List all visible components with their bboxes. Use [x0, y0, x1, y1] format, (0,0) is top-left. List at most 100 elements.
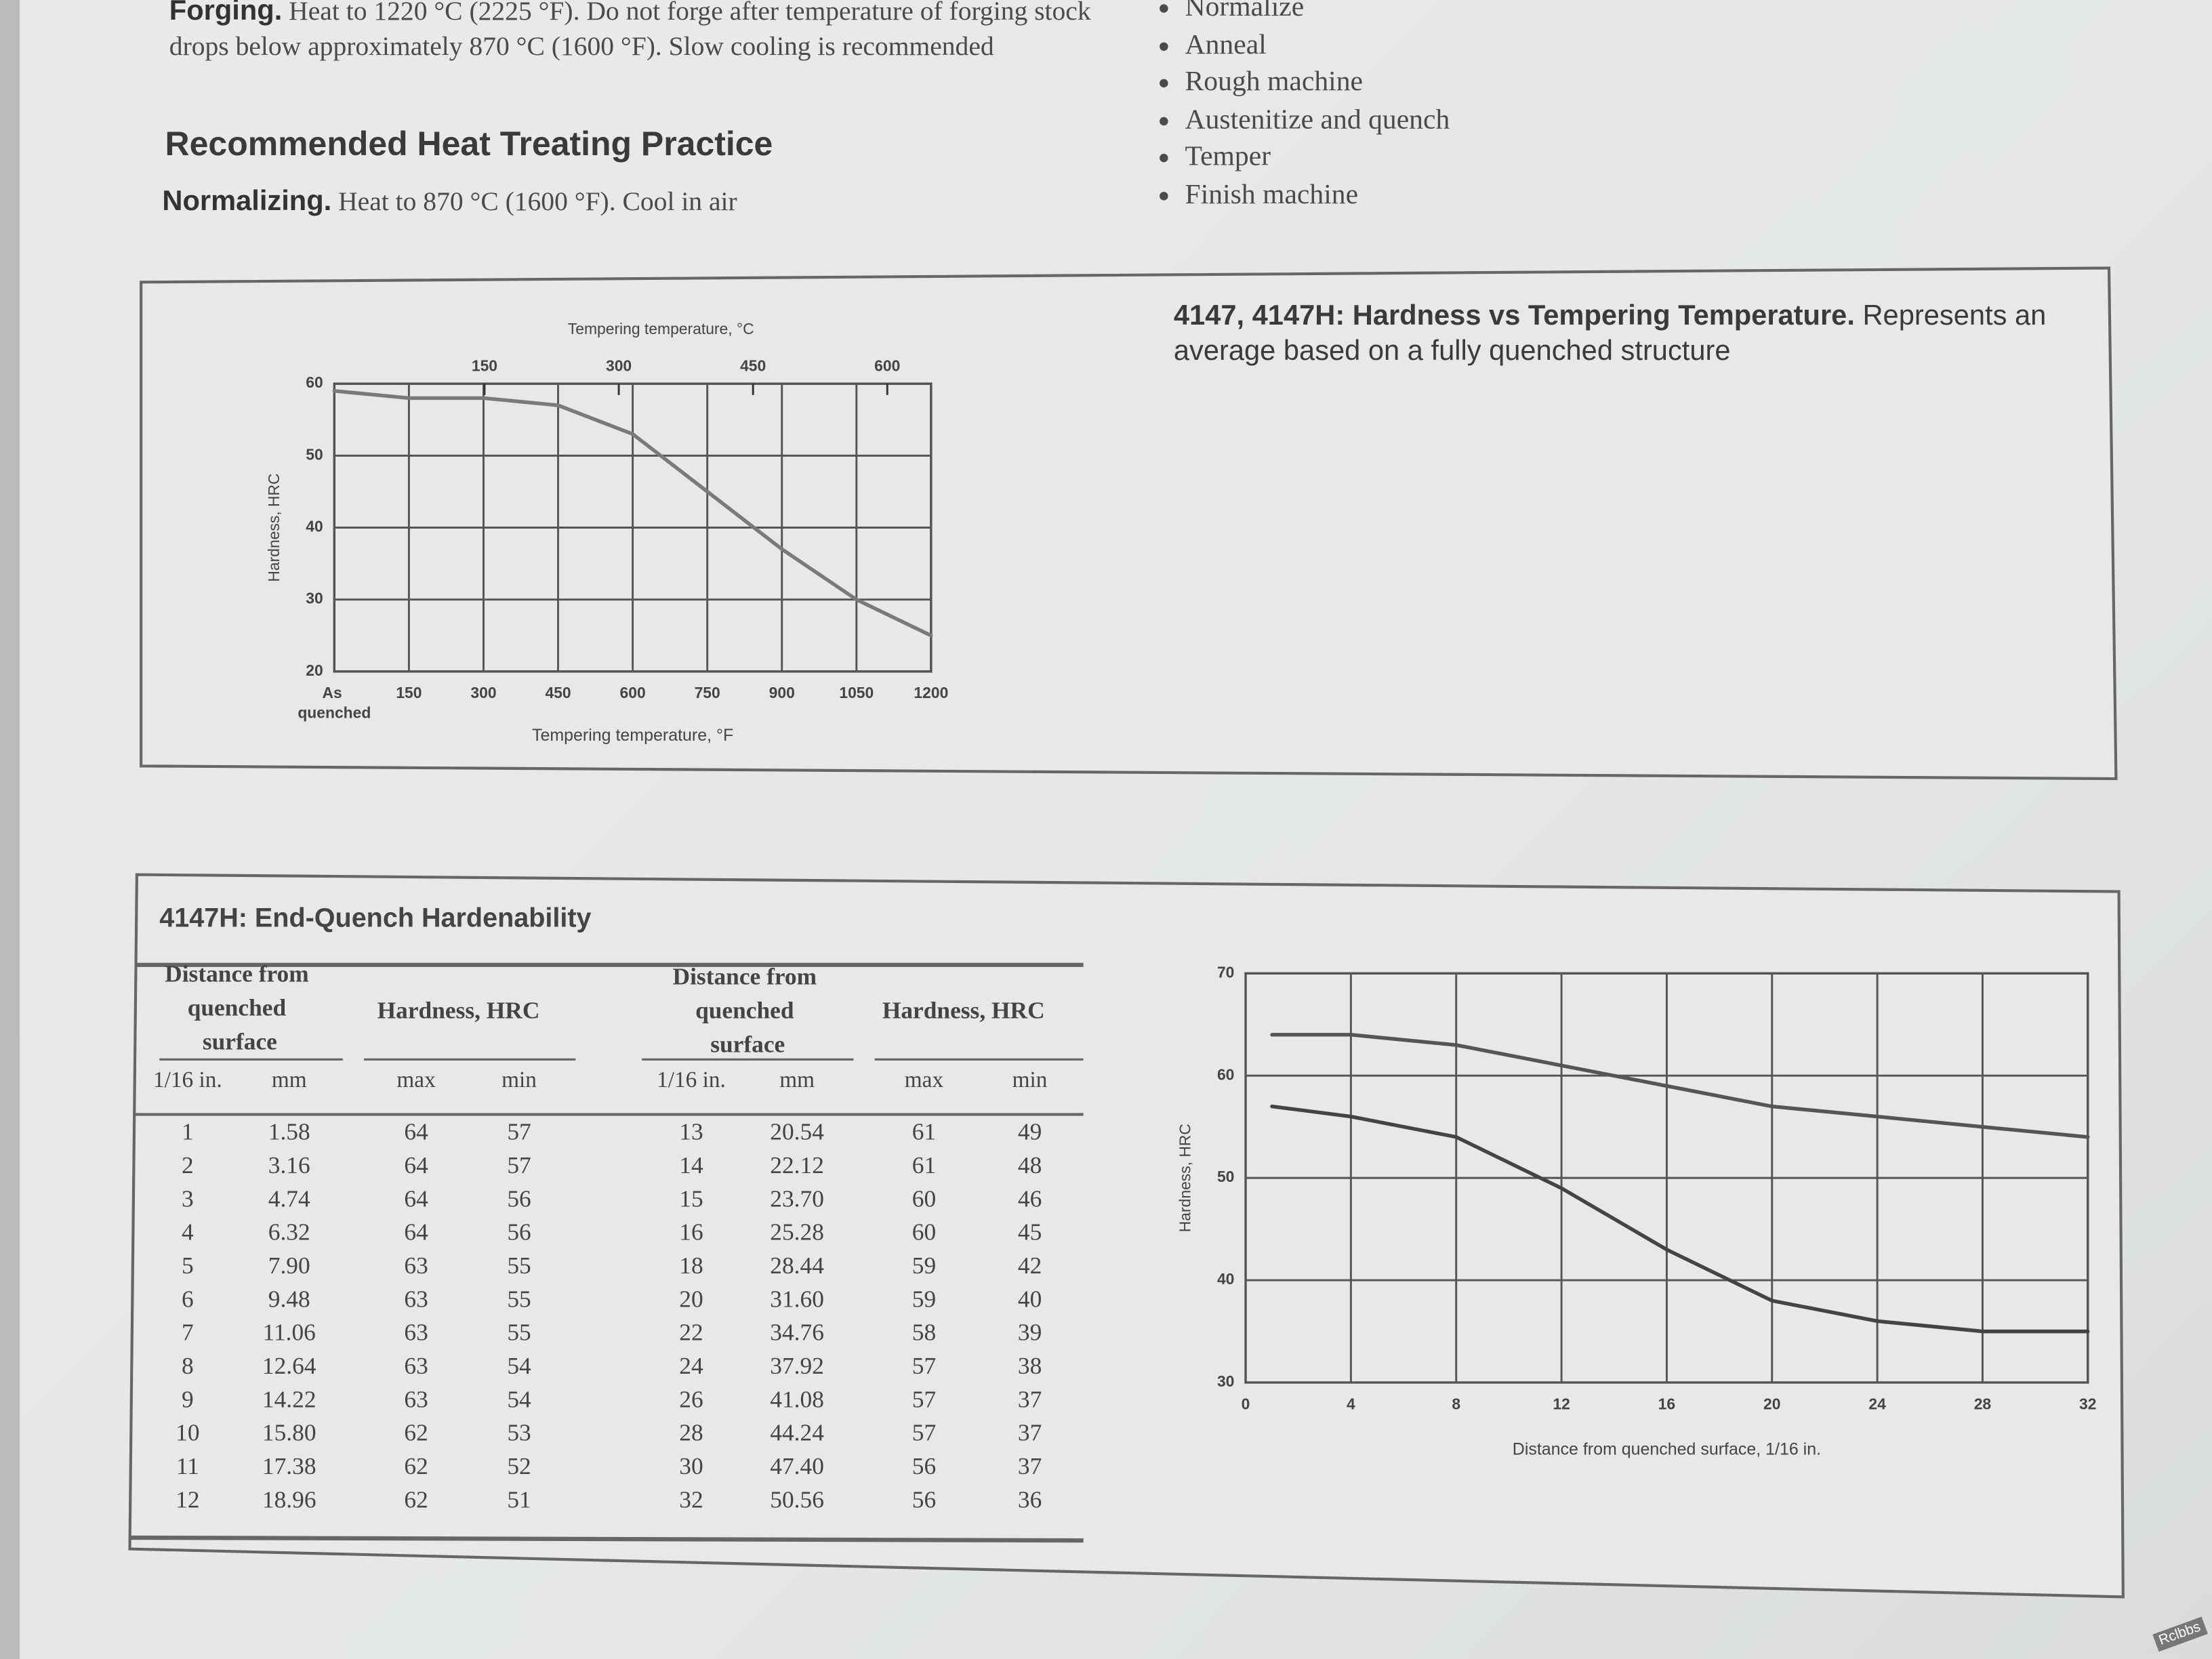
table-cell: 60 [912, 1185, 936, 1212]
x-tick-label: 16 [1658, 1395, 1675, 1412]
table-cell: 23.70 [770, 1185, 824, 1212]
chart-panel [140, 266, 2118, 781]
x-tick-label: 24 [1868, 1395, 1886, 1412]
column-header: min [501, 1067, 537, 1092]
x-tick-label: 0 [1242, 1395, 1250, 1412]
table-cell: 14 [679, 1151, 703, 1179]
table-panel [128, 873, 2125, 1599]
table-cell: 63 [404, 1285, 428, 1312]
table-cell: 62 [404, 1452, 428, 1479]
table-cell: 18 [679, 1252, 703, 1279]
table-cell: 47.40 [770, 1452, 824, 1479]
table-cell: 11.06 [263, 1319, 316, 1346]
column-header: 1/16 in. [153, 1067, 222, 1092]
x2-tick-label: 300 [606, 356, 632, 374]
table-cell: 62 [404, 1486, 428, 1513]
x-tick-label: As quenched [298, 684, 371, 721]
table-cell: 2 [182, 1151, 194, 1179]
column-group-header: Hardness, HRC [377, 997, 540, 1024]
data-line [1270, 1033, 2090, 1139]
y-tick-label: 20 [306, 661, 323, 679]
y-tick-label: 40 [306, 518, 323, 535]
table-cell: 18.96 [262, 1486, 316, 1513]
table-cell: 37 [1018, 1419, 1042, 1446]
table-cell: 7 [182, 1319, 194, 1346]
table-cell: 11 [176, 1452, 199, 1479]
table-cell: 25.28 [770, 1218, 824, 1246]
table-cell: 3.16 [268, 1151, 310, 1179]
x-tick-label: 32 [2079, 1395, 2096, 1412]
table-cell: 57 [507, 1118, 531, 1145]
table-cell: 12 [176, 1486, 199, 1513]
table-cell: 63 [404, 1252, 428, 1279]
table-cell: 59 [912, 1285, 936, 1312]
table-cell: 62 [404, 1419, 428, 1446]
x-tick-label: 8 [1452, 1395, 1460, 1412]
table-cell: 44.24 [770, 1419, 824, 1446]
process-step: Austenitize and quench [1185, 101, 1450, 138]
table-cell: 61 [912, 1151, 936, 1179]
data-line [332, 389, 933, 638]
table-cell: 52 [507, 1452, 531, 1479]
chart-caption: 4147, 4147H: Hardness vs Tempering Tempe… [1174, 299, 2105, 369]
column-group-header: Hardness, HRC [882, 997, 1045, 1024]
table-cell: 30 [679, 1452, 703, 1479]
normalizing-paragraph: Normalizing. Heat to 870 °C (1600 °F). C… [162, 186, 737, 219]
table-cell: 53 [507, 1419, 531, 1446]
process-step: Finish machine [1185, 176, 1450, 213]
table-cell: 54 [507, 1352, 531, 1379]
column-header: min [1012, 1067, 1048, 1092]
chart-title: 4147, 4147H: Hardness vs Tempering Tempe… [1173, 300, 1855, 332]
forging-paragraph: Forging. Heat to 1220 °C (2225 °F). Do n… [169, 0, 1107, 65]
y-axis-label: Hardness, HRC [1176, 1124, 1194, 1232]
x2-tick-label: 150 [472, 356, 497, 374]
x-tick-label: 150 [396, 684, 422, 701]
table-cell: 15.80 [262, 1419, 316, 1446]
table-cell: 50.56 [770, 1486, 824, 1513]
x-tick-label: 300 [470, 684, 496, 701]
y-tick-label: 60 [306, 373, 323, 391]
normalizing-label: Normalizing. [162, 186, 332, 218]
table-cell: 48 [1018, 1151, 1042, 1179]
table-cell: 28 [679, 1419, 703, 1446]
table-cell: 41.08 [770, 1385, 824, 1412]
table-cell: 40 [1018, 1285, 1042, 1312]
table-cell: 63 [404, 1319, 428, 1346]
table-cell: 49 [1018, 1118, 1042, 1145]
y-tick-label: 30 [306, 590, 323, 607]
process-step: Rough machine [1185, 64, 1450, 101]
table-cell: 60 [912, 1218, 936, 1246]
forging-label: Forging. [169, 0, 283, 27]
table-cell: 45 [1018, 1218, 1042, 1246]
table-cell: 63 [404, 1385, 428, 1412]
table-title: 4147H: End-Quench Hardenability [159, 903, 591, 933]
x-tick-label: 1050 [839, 684, 874, 701]
x-tick-label: 750 [695, 684, 720, 701]
table-cell: 55 [507, 1252, 531, 1279]
column-header: mm [779, 1067, 815, 1092]
table-cell: 31.60 [770, 1285, 824, 1312]
y-tick-label: 40 [1217, 1270, 1234, 1288]
table-cell: 1.58 [268, 1118, 310, 1145]
table-cell: 9 [182, 1385, 194, 1412]
x-tick-label: 20 [1763, 1395, 1780, 1412]
table-cell: 20.54 [770, 1118, 824, 1145]
text-line: Distance from [165, 960, 314, 987]
table-cell: 57 [912, 1385, 936, 1412]
table-cell: 28.44 [770, 1252, 824, 1279]
text-line: quenched [298, 703, 371, 721]
table-rule [129, 1535, 1084, 1543]
column-header: mm [272, 1067, 307, 1092]
column-header: 1/16 in. [657, 1067, 726, 1092]
y-axis-label: Hardness, HRC [265, 473, 283, 581]
text-line: quenched [695, 997, 800, 1024]
data-line [1270, 1104, 2090, 1334]
table-cell: 32 [679, 1486, 703, 1513]
table-cell: 37.92 [770, 1352, 824, 1379]
column-header: max [396, 1067, 436, 1092]
table-cell: 42 [1018, 1252, 1042, 1279]
y-tick-label: 50 [1217, 1168, 1234, 1185]
x-tick-label: 28 [1974, 1395, 1992, 1412]
x-tick-label: 600 [620, 684, 646, 701]
column-header: max [905, 1067, 944, 1092]
